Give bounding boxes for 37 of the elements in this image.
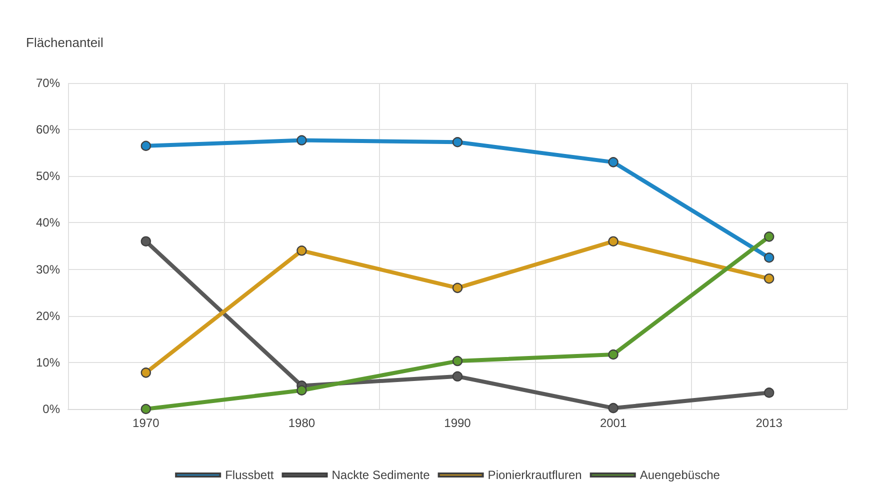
point <box>140 368 151 378</box>
point <box>452 356 463 366</box>
point <box>140 404 151 414</box>
point <box>140 140 151 151</box>
x-tick-label: 1990 <box>444 416 472 430</box>
point <box>608 236 618 246</box>
y-tick-label: 50% <box>36 169 60 184</box>
point <box>452 282 463 294</box>
point <box>764 388 774 398</box>
y-axis-title: Flächenanteil <box>26 35 104 50</box>
y-tick-label: 20% <box>36 308 60 323</box>
point <box>296 385 307 396</box>
y-tick-label: 70% <box>36 76 60 90</box>
legend-label: Pionierkrautfluren <box>488 468 582 482</box>
y-tick-label: 0% <box>42 402 60 416</box>
point <box>764 232 774 242</box>
point <box>140 236 151 246</box>
legend-label: Auengebüsche <box>640 468 720 482</box>
point <box>452 137 463 148</box>
legend-label: Nackte Sedimente <box>332 468 430 482</box>
x-tick-label: 1970 <box>132 416 160 430</box>
x-tick-label: 1980 <box>288 416 316 430</box>
y-tick-label: 40% <box>36 216 60 230</box>
x-tick-label: 2013 <box>756 416 783 430</box>
y-tick-label: 60% <box>36 122 60 137</box>
point <box>608 402 618 414</box>
point <box>764 252 774 263</box>
point <box>608 349 618 360</box>
y-tick-label: 30% <box>36 262 60 276</box>
point <box>608 157 618 168</box>
point <box>764 274 774 284</box>
y-tick-label: 10% <box>36 355 60 370</box>
point <box>452 371 463 382</box>
x-tick-label: 2001 <box>600 416 627 430</box>
legend-label: Flussbett <box>225 468 274 482</box>
point <box>296 246 307 256</box>
point <box>296 135 307 146</box>
